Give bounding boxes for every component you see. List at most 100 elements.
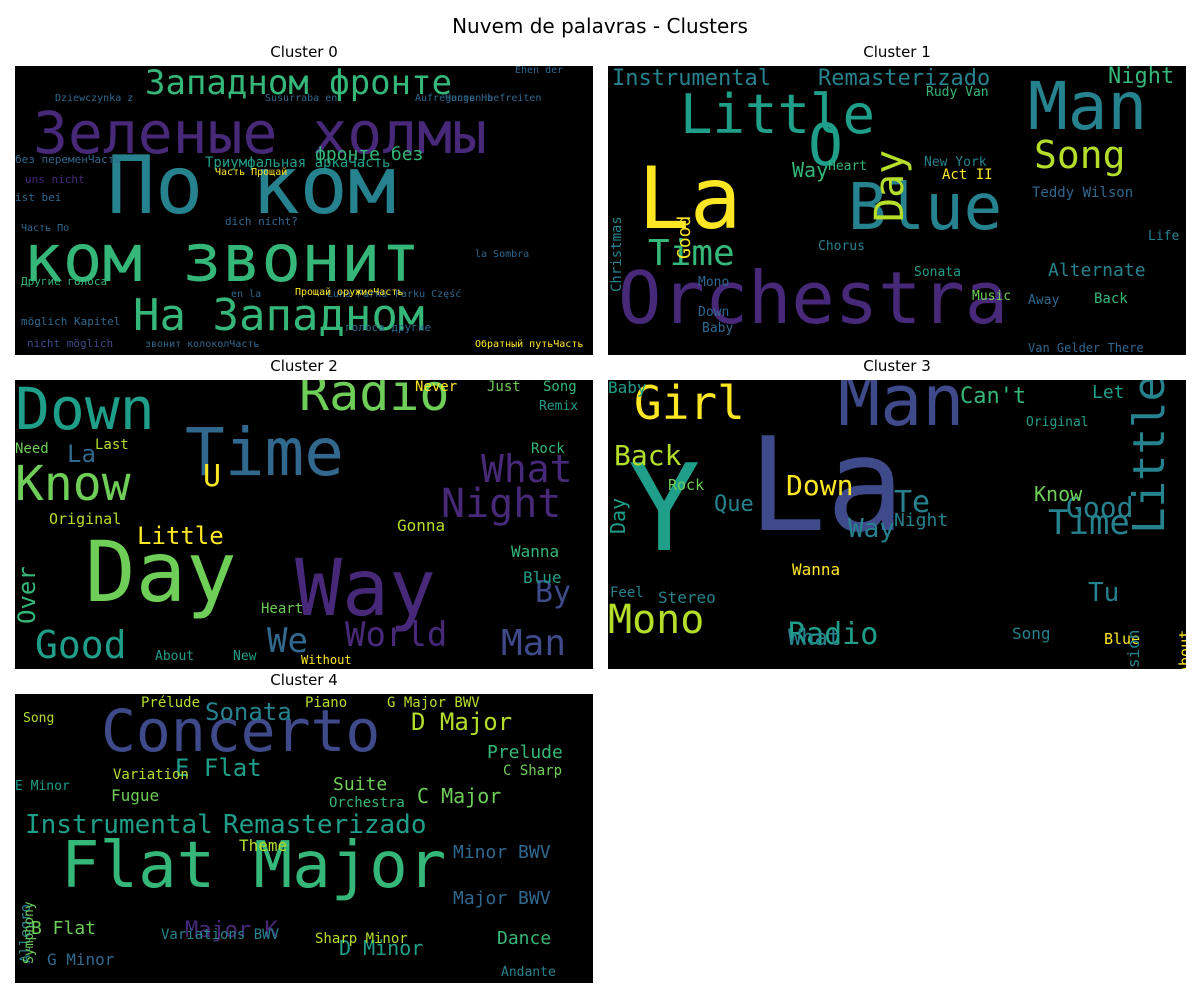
- cluster-0-word: möglich Kapitel: [21, 315, 121, 328]
- cluster-3-word: About: [1176, 629, 1186, 669]
- cluster-4-word: Sharp Minor: [315, 931, 408, 947]
- cluster-3-word: Down: [786, 469, 854, 502]
- cluster-3-word: Tu: [1088, 578, 1120, 608]
- cluster-4-word: Song: [23, 711, 55, 726]
- cluster-2-word: Just: [487, 380, 521, 395]
- cluster-3-word: Y: [628, 440, 701, 579]
- cluster-3-word: Little: [1124, 380, 1175, 535]
- cluster-1-word: Van Gelder There: [1028, 341, 1144, 355]
- cluster-2-word: Rock: [531, 441, 565, 457]
- cluster-1-word: La: [638, 149, 742, 249]
- cluster-2-word: Good: [35, 623, 127, 667]
- cluster-1-word: Chorus: [818, 239, 865, 254]
- cluster-4-word: Prélude: [141, 695, 201, 711]
- cluster-3-word: Wanna: [792, 560, 841, 579]
- cluster-2-word: Song: [543, 380, 577, 395]
- cluster-3-word: Stereo: [658, 588, 716, 607]
- cluster-4-word: Minor BWV: [453, 842, 551, 863]
- cluster-1-word: Good: [674, 215, 695, 260]
- cluster-1-word: Heart: [828, 159, 868, 174]
- cluster-2-word: La: [67, 440, 96, 468]
- cluster-0-word: Aufregungen befreiten: [415, 93, 542, 104]
- cluster-0-word: звонит колоколЧасть: [145, 339, 260, 350]
- cluster-1-word: Blue: [848, 171, 1003, 245]
- cluster-1-word: Christmas: [609, 215, 625, 292]
- cluster-3-word: Night: [894, 510, 949, 531]
- cluster-0-cloud: Зеленые холмы По ком ком звонит На Западном…: [15, 66, 593, 355]
- cluster-4-word: Theme: [239, 836, 288, 855]
- cluster-2-word: Way: [295, 544, 436, 634]
- cluster-0-word: nicht möglich: [27, 337, 114, 350]
- cluster-4-word: Variation: [113, 767, 189, 783]
- cluster-0-word: Другие голоса: [21, 275, 108, 288]
- cluster-1-cloud: Orchestra La Blue Little Man Song O Time Day Inst…: [608, 66, 1186, 355]
- cluster-2-word: Gonna: [397, 516, 446, 535]
- cluster-3-word: Original: [1026, 415, 1089, 430]
- cluster-2-word: What: [481, 447, 573, 491]
- cluster-4-word: Remasterizado: [223, 810, 427, 840]
- cluster-0-word: dich nicht?: [225, 215, 298, 228]
- cluster-3-word: Mono: [608, 597, 705, 643]
- cluster-3-word: Time: [1048, 503, 1130, 543]
- cluster-1-word: Way: [792, 158, 829, 182]
- cluster-3-word: Girl: [634, 380, 745, 430]
- cluster-2-word: Heart: [261, 601, 304, 617]
- cluster-2-word: Remix: [539, 399, 579, 414]
- cluster-4-word: Symphony: [22, 901, 37, 965]
- cluster-1-word: Back: [1094, 291, 1128, 307]
- cluster-1-word: Rudy Van: [926, 85, 989, 100]
- cluster-0-word: en la: [231, 289, 262, 300]
- cluster-4-word: Major BWV: [453, 888, 551, 909]
- cluster-1-word: Teddy Wilson: [1032, 185, 1134, 201]
- cluster-1-word: Sonata: [914, 265, 961, 280]
- cluster-0-word: Часть Ha: [445, 93, 494, 104]
- cluster-1-word: Time: [648, 233, 735, 274]
- cluster-1-word: Instrumental: [612, 66, 771, 91]
- cluster-1-word: O: [808, 111, 843, 179]
- cluster-4-word: D Minor: [339, 936, 424, 960]
- cluster-1-word: Day: [867, 149, 913, 222]
- cluster-4-word: Sonata: [205, 698, 292, 726]
- cluster-1-word: Mono: [698, 275, 730, 290]
- cluster-1-word: Down: [698, 305, 730, 320]
- cluster-2-cloud: Day Way Time Down Radio Know Night What Good Worl…: [15, 380, 593, 669]
- cluster-3-word: Rock: [668, 476, 705, 494]
- cluster-3-word: Can't: [960, 384, 1027, 409]
- cluster-0-word: ist bei: [15, 191, 62, 204]
- cluster-2-word: Need: [15, 441, 49, 457]
- cluster-4-word: D Major: [411, 708, 513, 736]
- cluster-1-word: Act II: [942, 167, 993, 183]
- cluster-0-word: la Sombra: [475, 249, 530, 260]
- cluster-0-word: Западном фронте: [145, 66, 453, 103]
- cluster-4-word: B Flat: [31, 918, 97, 939]
- cluster-1-word: Alternate: [1048, 260, 1146, 281]
- cluster-3-word: Know: [1034, 482, 1083, 506]
- cluster-3-word: Version: [1124, 629, 1143, 669]
- cluster-3-word: Blue: [1104, 630, 1141, 648]
- cluster-3-word: Que: [714, 492, 754, 517]
- cluster-2-word: Day: [85, 523, 237, 621]
- cluster-3-word: Day: [608, 497, 630, 534]
- cluster-4-word: Flat Major: [61, 829, 447, 903]
- cluster-3-title: Cluster 3: [863, 357, 931, 375]
- cluster-0-word: Прощай оружиеЧасть: [295, 287, 404, 298]
- cluster-2-word: Time: [185, 414, 344, 491]
- cluster-0-word: Susurraba en: [265, 93, 338, 104]
- cluster-4-word: C Major: [417, 784, 502, 808]
- cluster-1-title: Cluster 1: [863, 43, 931, 61]
- cluster-2-word: Over: [15, 565, 41, 624]
- cluster-1-word: Man: [1028, 68, 1148, 145]
- cluster-3-word: La: [748, 409, 905, 561]
- cluster-2-word: Never: [415, 380, 458, 395]
- cluster-3-word: Radio: [788, 617, 879, 652]
- cluster-0-word: Parku Część: [395, 289, 462, 300]
- figure-title: Nuvem de palavras - Clusters: [452, 14, 748, 38]
- cluster-4-word: Major K: [185, 918, 278, 943]
- cluster-0-word: без переменЧасть: [15, 153, 121, 166]
- cluster-2-word: Without: [301, 653, 352, 667]
- cluster-2-word: Down: [15, 380, 155, 443]
- cluster-4-word: Suite: [333, 774, 388, 795]
- cluster-4-word: Concerto: [101, 697, 381, 765]
- cluster-0-word: Luna Parku: [327, 289, 388, 300]
- cluster-4-word: Dance: [497, 928, 552, 949]
